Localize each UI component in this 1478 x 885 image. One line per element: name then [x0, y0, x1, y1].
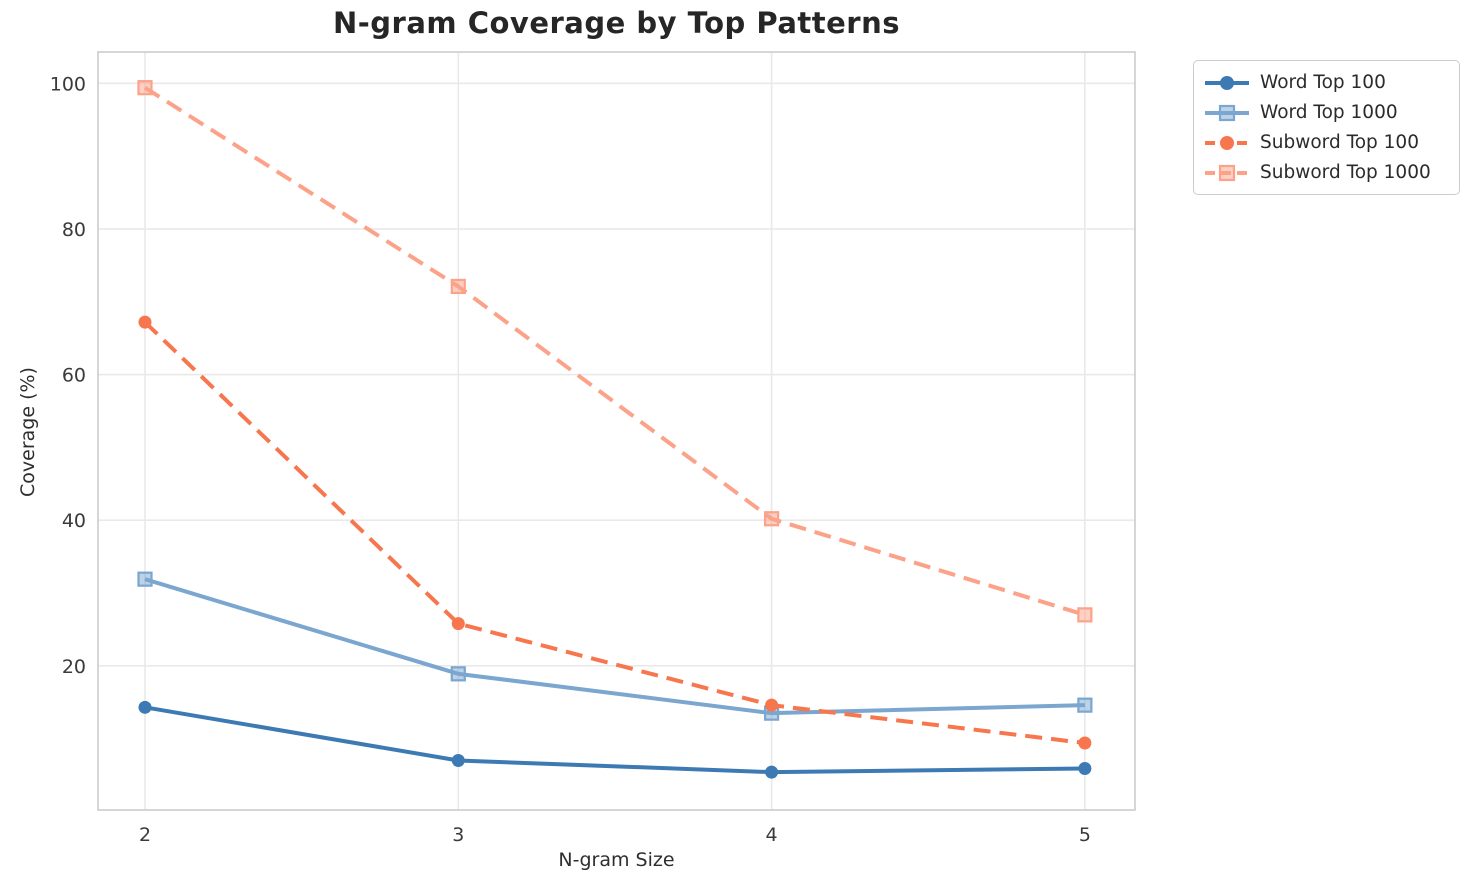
- plot-spines: [97, 51, 1136, 811]
- legend-line-sample: [1205, 164, 1249, 181]
- series-line-1: [144, 577, 1085, 716]
- legend-item-3: Subword Top 1000: [1204, 160, 1447, 185]
- data-point-square: [137, 571, 153, 587]
- legend-marker-circle-icon: [1220, 135, 1234, 150]
- data-point-circle: [138, 700, 152, 714]
- chart-title: N-gram Coverage by Top Patterns: [332, 6, 901, 40]
- legend-item-label: Word Top 1000: [1260, 102, 1398, 123]
- x-tick-label: 2: [139, 824, 151, 846]
- data-point-circle: [765, 698, 779, 712]
- legend-marker-circle-icon: [1220, 75, 1234, 90]
- legend-line-sample: [1205, 135, 1249, 150]
- legend-line-sample: [1205, 75, 1249, 90]
- legend: Word Top 100 Word Top 1000 Subword Top 100…: [1193, 60, 1460, 195]
- legend-item-label: Subword Top 100: [1260, 132, 1419, 153]
- data-point-square: [137, 80, 153, 96]
- y-tick-label: 40: [62, 510, 86, 532]
- series-line-2: [143, 320, 1086, 745]
- data-point-square: [1077, 607, 1093, 623]
- data-point-circle: [451, 617, 465, 631]
- legend-item-label: Subword Top 1000: [1260, 162, 1431, 183]
- data-point-circle: [765, 765, 779, 779]
- series-line-3: [143, 85, 1086, 617]
- data-point-square: [1077, 697, 1093, 713]
- legend-marker-square-icon: [1218, 104, 1236, 121]
- x-tick-label: 4: [766, 824, 778, 846]
- legend-item-1: Word Top 1000: [1204, 100, 1447, 125]
- legend-item-2: Subword Top 100: [1204, 130, 1447, 155]
- series-line-0: [144, 705, 1085, 775]
- data-point-square: [450, 278, 466, 295]
- legend-line-sample: [1205, 104, 1249, 121]
- x-tick-label: 5: [1079, 824, 1091, 846]
- data-point-square: [450, 666, 466, 682]
- x-axis-label: N-gram Size: [558, 849, 675, 871]
- data-point-circle: [1078, 736, 1092, 750]
- data-point-circle: [451, 753, 465, 767]
- legend-item-0: Word Top 100: [1204, 70, 1447, 95]
- y-tick-label: 80: [62, 219, 86, 241]
- data-point-circle: [1078, 761, 1092, 775]
- y-tick-label: 20: [62, 656, 86, 678]
- data-point-square: [763, 511, 780, 527]
- legend-item-label: Word Top 100: [1260, 72, 1386, 93]
- y-tick-label: 60: [62, 365, 86, 387]
- y-axis-label: Coverage (%): [17, 367, 39, 497]
- legend-marker-square-icon: [1218, 164, 1236, 181]
- y-tick-label: 100: [50, 73, 86, 95]
- x-tick-label: 3: [452, 824, 464, 846]
- data-point-circle: [138, 315, 152, 329]
